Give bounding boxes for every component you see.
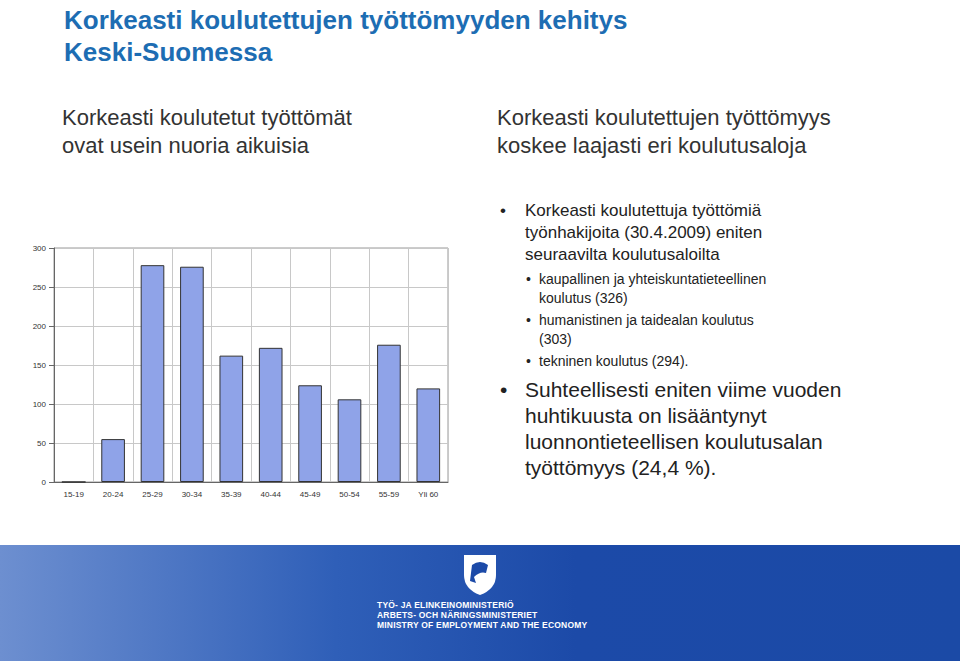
svg-text:15-19: 15-19 [63,490,84,499]
svg-text:55-59: 55-59 [379,490,400,499]
html-text:ARBETS- OCH NÄRINGSMINISTERIET: ARBETS- OCH NÄRINGSMINISTERIET [377,610,538,620]
svg-text:35-39: 35-39 [221,490,242,499]
svg-text:150: 150 [33,361,47,370]
html-text:Korkeasti koulutettujen työttö: Korkeasti koulutettujen työttömyys [497,105,831,130]
html-text:ovat usein nuoria aikuisia: ovat usein nuoria aikuisia [62,133,309,158]
html-text:koskee laajasti eri koulutusal: koskee laajasti eri koulutusaloja [497,133,807,158]
html-text:seuraavilta koulutusaloilta: seuraavilta koulutusaloilta [525,245,720,264]
svg-text:300: 300 [33,244,47,253]
html-text:Suhteellisesti eniten viime vu: Suhteellisesti eniten viime vuoden [525,378,842,401]
svg-text:0: 0 [42,478,47,487]
html-text:TYÖ- JA ELINKEINOMINISTERIÖ: TYÖ- JA ELINKEINOMINISTERIÖ [377,600,514,610]
svg-text:100: 100 [33,400,47,409]
svg-text:50-54: 50-54 [339,490,360,499]
svg-text:30-34: 30-34 [182,490,203,499]
svg-text:45-49: 45-49 [300,490,321,499]
html-text:Keski-Suomessa: Keski-Suomessa [64,37,273,67]
html-text:tekninen koulutus (294).: tekninen koulutus (294). [539,353,689,369]
svg-text:25-29: 25-29 [142,490,163,499]
html-text:Korkeasti koulutettujen työttö: Korkeasti koulutettujen työttömyyden keh… [64,5,628,35]
html-text:Korkeasti koulutetut työttömät: Korkeasti koulutetut työttömät [62,105,352,130]
html-text:luonnontieteellisen koulutusal: luonnontieteellisen koulutusalan [525,430,823,453]
svg-text:250: 250 [33,283,47,292]
html-text:kaupallinen ja yhteiskuntatiet: kaupallinen ja yhteiskuntatieteellinen [539,271,767,287]
html-text:huhtikuusta on lisääntynyt: huhtikuusta on lisääntynyt [525,404,767,427]
svg-text:200: 200 [33,322,47,331]
html-text:humanistinen ja taidealan koul: humanistinen ja taidealan koulutus [539,312,754,328]
svg-text:Yli 60: Yli 60 [418,490,439,499]
html-text:Korkeasti koulutettuja työttöm: Korkeasti koulutettuja työttömiä [525,201,762,220]
html-text:työnhakijoita (30.4.2009) enit: työnhakijoita (30.4.2009) eniten [525,223,763,242]
svg-text:50: 50 [37,439,46,448]
html-text:(303): (303) [539,331,572,347]
svg-text:20-24: 20-24 [103,490,124,499]
svg-text:40-44: 40-44 [260,490,281,499]
html-text:työttömyys (24,4 %).: työttömyys (24,4 %). [525,456,717,479]
html-text:koulutus (326): koulutus (326) [539,290,628,306]
html-text:MINISTRY OF EMPLOYMENT AND THE: MINISTRY OF EMPLOYMENT AND THE ECONOMY [377,620,588,630]
